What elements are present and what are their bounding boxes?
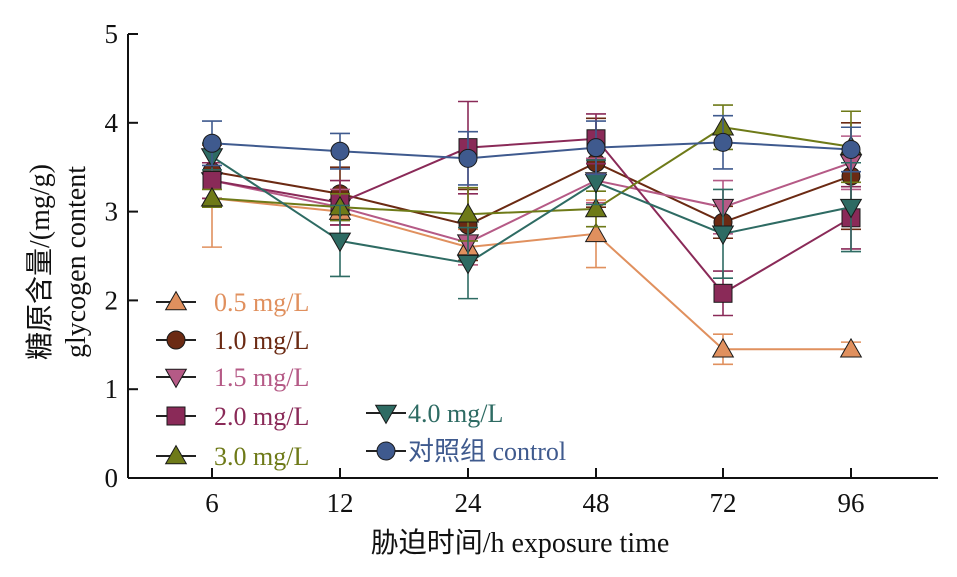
axes: [127, 34, 938, 479]
x-tick-label: 6: [205, 488, 219, 518]
y-axis-title-chinese: 糖原含量/(mg/g): [24, 164, 56, 360]
data-point: [713, 283, 733, 303]
legend-marker: [164, 368, 188, 389]
data-point: [456, 202, 480, 223]
y-axis-title-english: glycogen content: [61, 166, 92, 358]
legend-label: 4.0 mg/L: [408, 399, 503, 428]
series-5: [200, 104, 863, 242]
data-point: [202, 133, 222, 153]
data-point: [839, 198, 863, 219]
data-point: [330, 141, 350, 161]
legend-label: 0.5 mg/L: [214, 288, 309, 317]
legend-marker: [374, 404, 398, 425]
legend: 0.5 mg/L 1.0 mg/L 1.5 mg/L 2.0 mg/L 3.0 mg/L…: [156, 288, 566, 471]
data-point: [456, 254, 480, 275]
data-point: [584, 222, 608, 243]
legend-marker: [166, 330, 186, 350]
y-tick-label: 1: [105, 374, 119, 404]
data-point: [584, 197, 608, 218]
y-tick-label: 4: [105, 108, 119, 138]
data-point: [839, 337, 863, 358]
data-point: [841, 139, 861, 159]
data-point: [713, 132, 733, 152]
y-tick-label: 3: [105, 197, 119, 227]
data-point: [711, 225, 735, 246]
series-line: [211, 161, 852, 244]
series-line: [211, 141, 852, 160]
y-tick-label: 0: [105, 463, 119, 493]
series-line: [211, 137, 852, 295]
series-line: [211, 155, 852, 265]
x-tick-label: 96: [838, 488, 865, 518]
data-point: [586, 138, 606, 158]
x-tick-label: 72: [710, 488, 737, 518]
data-point: [458, 148, 478, 168]
series-7: [202, 114, 861, 186]
legend-item: 0.5 mg/L: [156, 288, 309, 317]
legend-marker: [164, 444, 188, 465]
legend-item: 3.0 mg/L: [156, 442, 309, 471]
data-point: [711, 337, 735, 358]
series-line: [211, 126, 852, 216]
legend-item: 1.0 mg/L: [156, 326, 309, 355]
legend-item: 1.5 mg/L: [156, 363, 309, 392]
x-axis-title: 胁迫时间/h exposure time: [371, 527, 670, 559]
series-line: [211, 161, 852, 226]
legend-marker: [166, 406, 186, 426]
y-tick-label: 2: [105, 285, 119, 315]
legend-label: 1.0 mg/L: [214, 326, 309, 355]
x-tick-label: 12: [327, 488, 354, 518]
series-layer: [200, 100, 863, 366]
legend-label: 2.0 mg/L: [214, 402, 309, 431]
y-tick-label: 5: [105, 19, 119, 49]
legend-label: 3.0 mg/L: [214, 442, 309, 471]
legend-label: 1.5 mg/L: [214, 363, 309, 392]
data-point: [200, 186, 224, 207]
x-tick-label: 24: [455, 488, 483, 518]
x-tick-label: 48: [583, 488, 610, 518]
series-line: [211, 197, 851, 351]
legend-item: 4.0 mg/L: [366, 399, 503, 428]
series-6: [200, 142, 863, 300]
legend-marker: [164, 290, 188, 311]
data-point: [202, 171, 222, 191]
legend-item: 2.0 mg/L: [156, 402, 309, 431]
legend-item: 对照组 control: [366, 437, 566, 466]
legend-label: 对照组 control: [408, 437, 566, 466]
series-3: [200, 135, 863, 266]
legend-marker: [376, 441, 396, 461]
data-point: [328, 232, 352, 253]
series-2: [202, 117, 861, 262]
